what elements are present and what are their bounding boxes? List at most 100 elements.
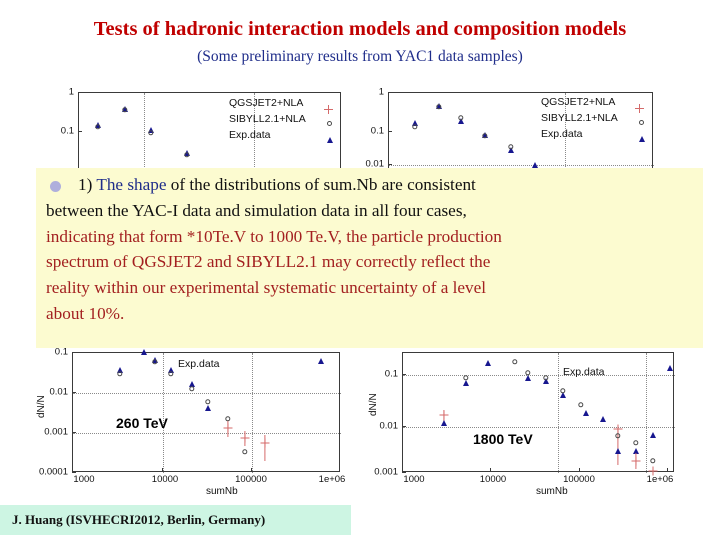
x-axis-tick-label: 10000 bbox=[479, 474, 507, 485]
legend-label: QGSJET2+NLA bbox=[229, 97, 304, 109]
data-point bbox=[184, 152, 190, 158]
y-axis-tick-label: 0.1 bbox=[384, 368, 398, 380]
triangle-marker-icon bbox=[327, 137, 333, 143]
axis-tick bbox=[402, 468, 403, 472]
data-point bbox=[458, 115, 464, 121]
legend-item-qgsjet: QGSJET2+NLA bbox=[229, 97, 341, 114]
axis-tick bbox=[402, 374, 406, 375]
data-point bbox=[242, 449, 248, 455]
chart-legend: QGSJET2+NLA SIBYLL2.1+NLA Exp.data bbox=[229, 97, 341, 145]
data-point bbox=[189, 386, 195, 392]
axis-tick bbox=[72, 432, 76, 433]
gridline-vertical bbox=[144, 93, 145, 171]
data-point bbox=[600, 416, 606, 422]
body-text-line-6: about 10%. bbox=[46, 303, 125, 323]
gridline-horizontal bbox=[73, 393, 341, 394]
data-point bbox=[463, 375, 469, 381]
data-point bbox=[583, 410, 589, 416]
gridline-horizontal bbox=[389, 165, 654, 166]
data-point bbox=[318, 358, 324, 364]
gridline-vertical bbox=[646, 353, 647, 473]
triangle-marker-icon bbox=[639, 136, 645, 142]
error-bar bbox=[617, 429, 619, 465]
data-point bbox=[508, 144, 514, 150]
data-point bbox=[650, 458, 656, 464]
data-point bbox=[168, 371, 174, 377]
y-axis-tick-label: 0.1 bbox=[370, 125, 384, 137]
legend-label: Exp.data bbox=[229, 129, 271, 141]
bullet-circle-icon bbox=[50, 181, 61, 192]
body-text: 1) The shape of the distributions of sum… bbox=[46, 172, 696, 327]
chart-legend: QGSJET2+NLA SIBYLL2.1+NLA Exp.data bbox=[541, 96, 655, 144]
data-point bbox=[463, 380, 469, 386]
data-point bbox=[631, 456, 641, 466]
axis-tick bbox=[162, 468, 163, 472]
data-point bbox=[458, 118, 464, 124]
plot-area: QGSJET2+NLA SIBYLL2.1+NLA Exp.data bbox=[78, 92, 341, 171]
body-text-rest: of the distributions of sum.Nb are consi… bbox=[166, 175, 476, 194]
data-point bbox=[615, 448, 621, 454]
legend-label: SIBYLL2.1+NLA bbox=[541, 112, 618, 124]
axis-tick bbox=[72, 468, 73, 472]
legend-label: SIBYLL2.1+NLA bbox=[229, 113, 306, 125]
legend-item-sibyll: SIBYLL2.1+NLA bbox=[229, 113, 341, 129]
legend-item-exp: Exp.data bbox=[178, 358, 220, 370]
data-point bbox=[189, 381, 195, 387]
gridline-vertical bbox=[254, 93, 255, 171]
data-point bbox=[141, 349, 147, 355]
legend-item-exp: Exp.data bbox=[563, 366, 605, 378]
legend-item-exp: Exp.data bbox=[541, 128, 655, 144]
axis-tick bbox=[72, 352, 76, 353]
data-point bbox=[152, 359, 158, 365]
axis-tick bbox=[78, 92, 82, 93]
data-point bbox=[117, 367, 123, 373]
legend-item-sibyll: SIBYLL2.1+NLA bbox=[541, 112, 655, 128]
x-axis-label: sumNb bbox=[536, 486, 568, 497]
x-axis-tick-label: 100000 bbox=[235, 474, 267, 485]
body-text-line-3: indicating that form *10Te.V to 1000 Te.… bbox=[46, 226, 502, 246]
chart-top-left: QGSJET2+NLA SIBYLL2.1+NLA Exp.data 1 0.1 bbox=[56, 86, 346, 172]
data-point bbox=[613, 424, 623, 434]
chart-annotation: 1800 TeV bbox=[473, 431, 533, 447]
axis-tick bbox=[402, 472, 406, 473]
data-point bbox=[482, 133, 488, 139]
chart-top-right: QGSJET2+NLA SIBYLL2.1+NLA Exp.data 1 0.1… bbox=[364, 86, 654, 172]
data-point bbox=[578, 402, 584, 408]
data-point bbox=[439, 410, 449, 420]
circle-marker-icon bbox=[327, 121, 333, 127]
legend-item-qgsjet: QGSJET2+NLA bbox=[541, 96, 655, 113]
y-axis-label: dN/N bbox=[36, 395, 47, 418]
body-text-line-2: between the YAC-I data and simulation da… bbox=[46, 200, 467, 220]
data-point bbox=[560, 392, 566, 398]
page-title: Tests of hadronic interaction models and… bbox=[93, 18, 627, 40]
data-point bbox=[412, 124, 418, 130]
data-point bbox=[205, 405, 211, 411]
footer-bar: J. Huang (ISVHECRI2012, Berlin, Germany) bbox=[0, 505, 351, 535]
y-axis-tick-label: 0.01 bbox=[49, 386, 69, 398]
gridline-vertical bbox=[558, 353, 559, 473]
data-point bbox=[650, 432, 656, 438]
legend-label: Exp.data bbox=[541, 128, 583, 140]
data-point bbox=[240, 433, 250, 443]
gridline-vertical bbox=[252, 353, 253, 473]
data-point bbox=[543, 378, 549, 384]
data-point bbox=[205, 399, 211, 405]
data-point bbox=[117, 371, 123, 377]
body-text-line-5: reality within our experimental systemat… bbox=[46, 278, 487, 298]
footer-text: J. Huang (ISVHECRI2012, Berlin, Germany) bbox=[12, 512, 266, 527]
data-point bbox=[525, 375, 531, 381]
chart-bottom-left: Exp.data 260 TeV 0.1 0.01 0.001 0.0001 1… bbox=[22, 344, 352, 499]
chart-bottom-right: Exp.data 1800 TeV 0.1 0.01 0.001 1000 10… bbox=[356, 344, 691, 499]
data-point bbox=[512, 359, 518, 365]
y-axis-tick-label: 0.001 bbox=[44, 426, 68, 438]
data-point bbox=[648, 466, 658, 476]
axis-tick bbox=[72, 472, 76, 473]
gridline-horizontal bbox=[403, 427, 675, 428]
x-axis-tick-label: 100000 bbox=[563, 474, 595, 485]
axis-tick bbox=[72, 392, 76, 393]
emphasis-phrase: The shape bbox=[96, 175, 167, 194]
gridline-vertical bbox=[163, 353, 164, 473]
gridline-horizontal bbox=[403, 375, 675, 376]
axis-tick bbox=[388, 131, 392, 132]
axis-tick bbox=[579, 468, 580, 472]
